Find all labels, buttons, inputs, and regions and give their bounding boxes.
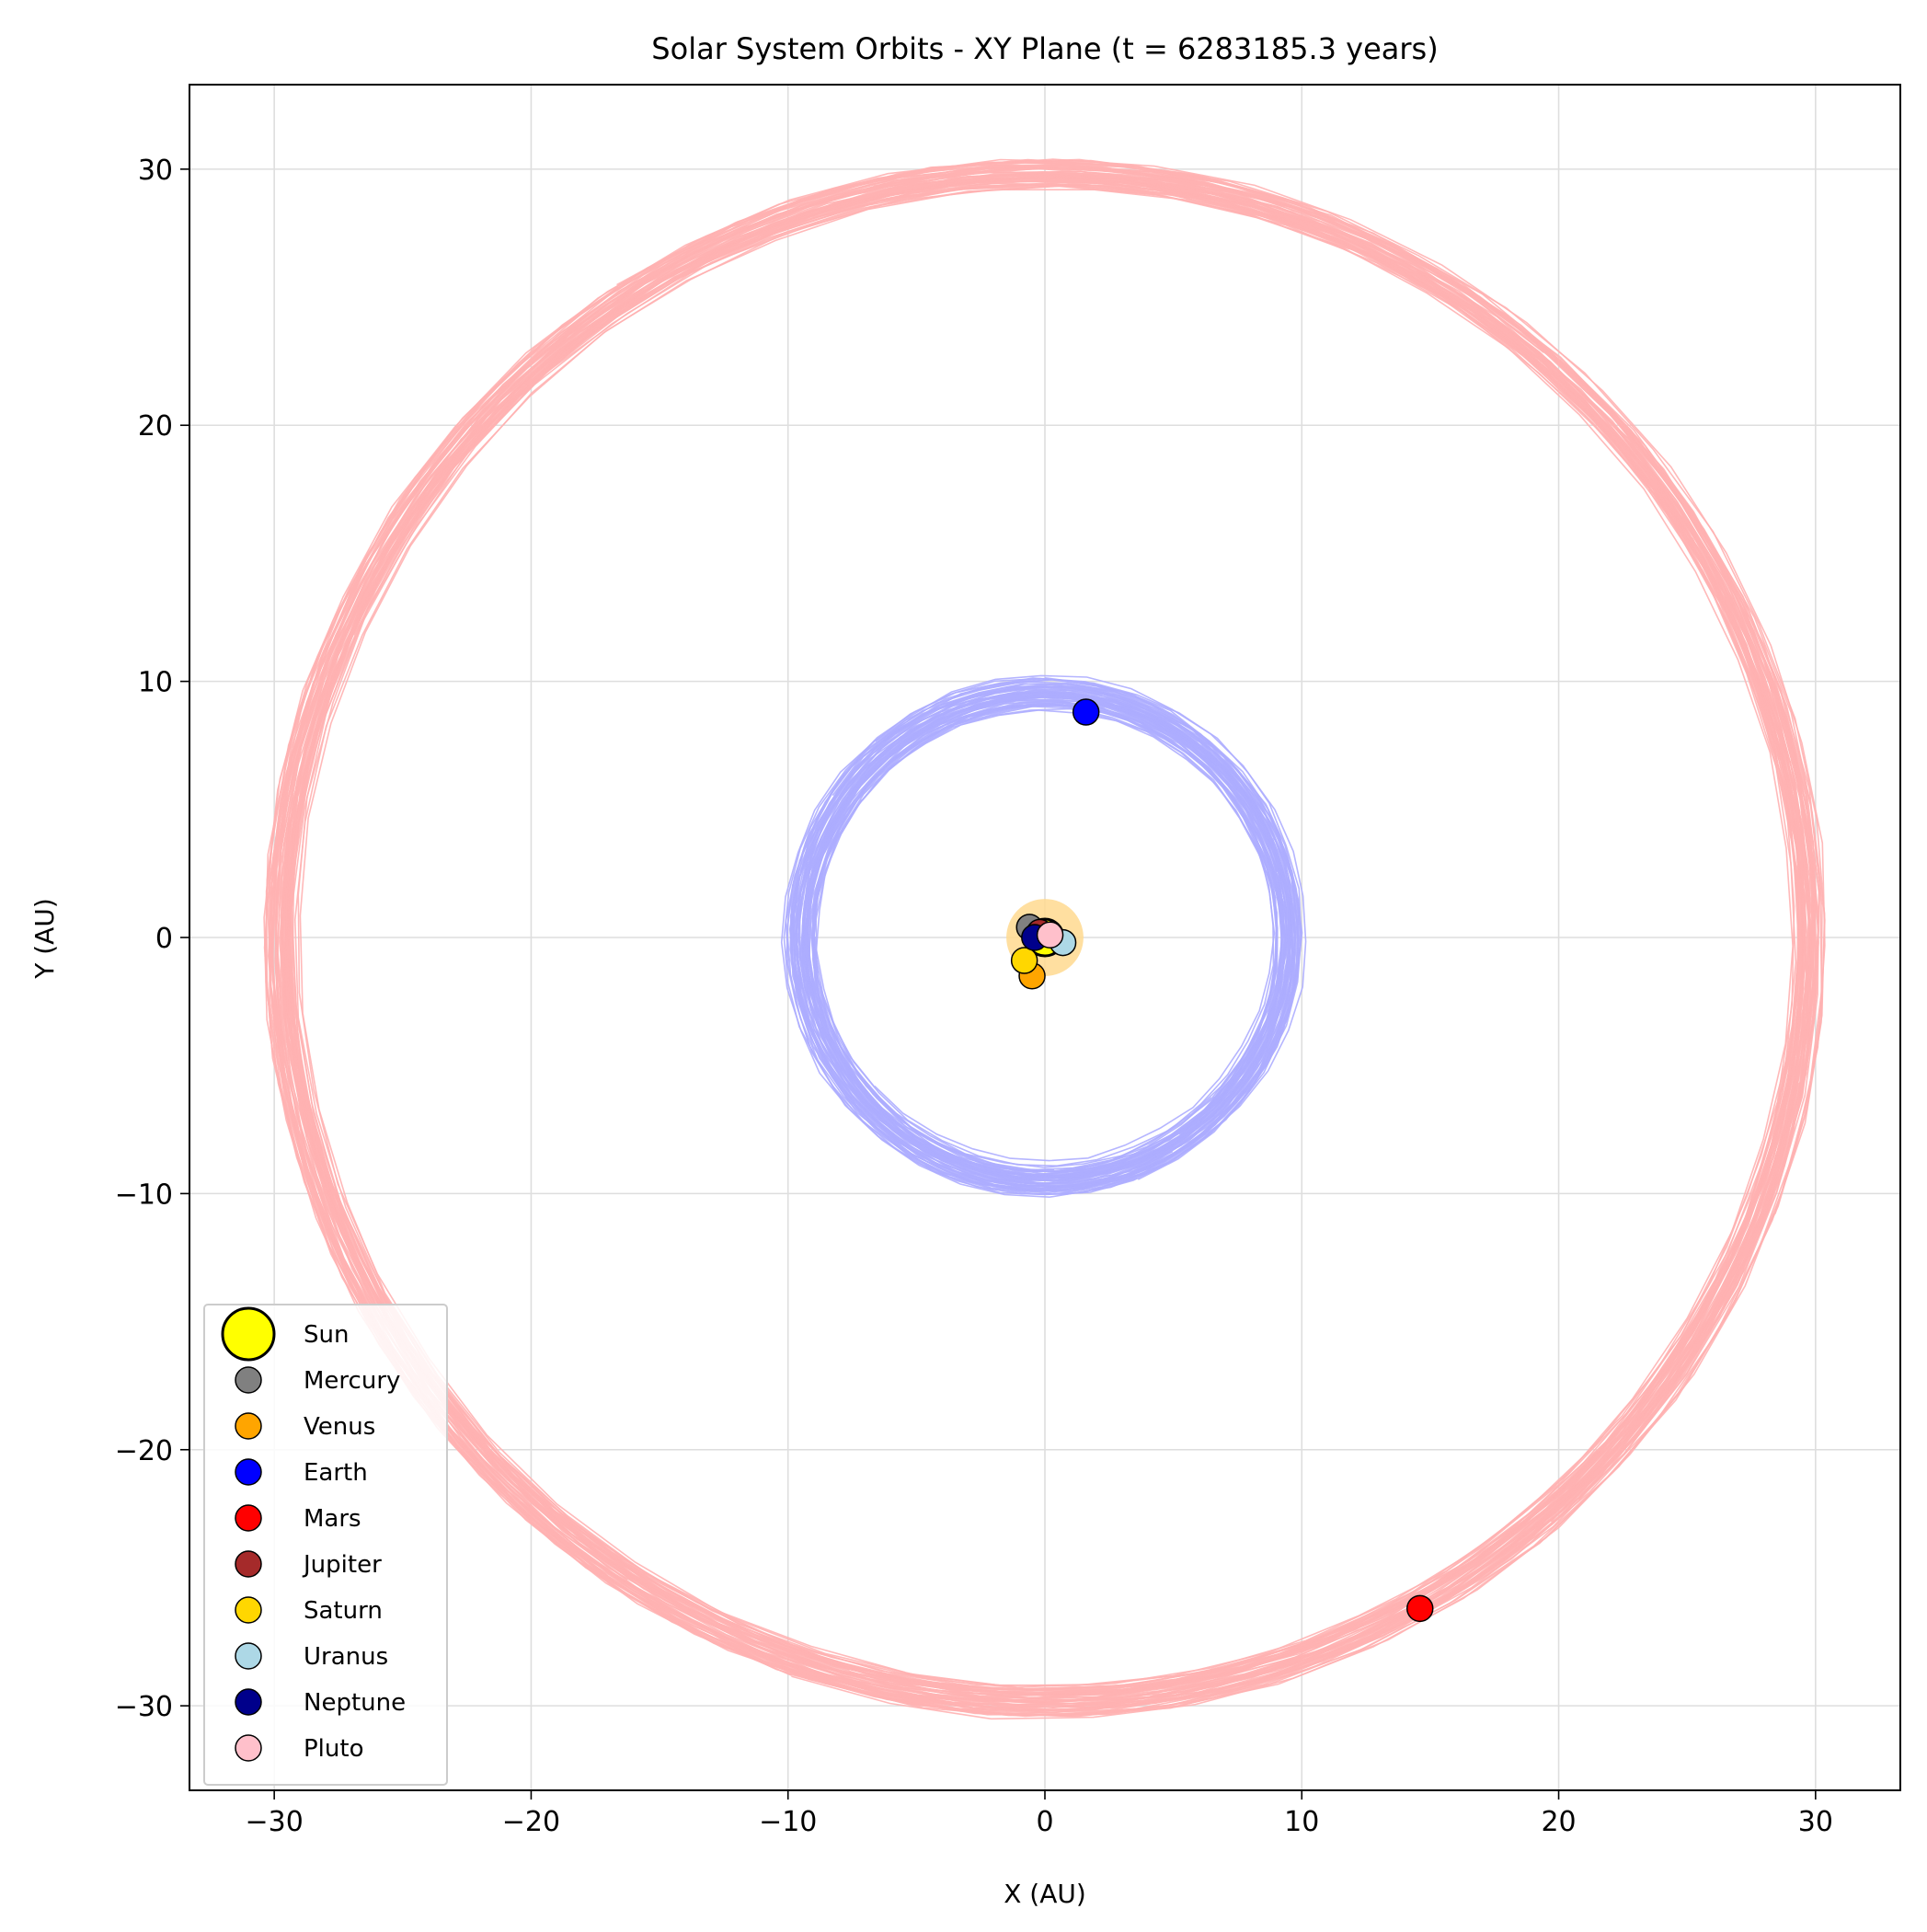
y-tick-label: 30 bbox=[138, 155, 173, 187]
orbit-trail bbox=[265, 158, 1820, 1716]
legend-label-earth: Earth bbox=[304, 1459, 368, 1487]
legend-label-uranus: Uranus bbox=[304, 1643, 388, 1671]
orbit-trail bbox=[801, 695, 1288, 1179]
orbit-trail bbox=[276, 177, 1804, 1707]
y-tick-label: −10 bbox=[115, 1179, 173, 1211]
orbit-trail bbox=[791, 674, 1302, 1187]
orbit-trail bbox=[811, 705, 1279, 1172]
y-tick-label: −20 bbox=[115, 1435, 173, 1467]
axis-ticks: −30 −20 −10 0 10 20 30 −30 −20 −10 0 10 20 30 bbox=[115, 155, 1833, 1838]
x-tick-label: −10 bbox=[759, 1806, 817, 1838]
legend-label-mercury: Mercury bbox=[304, 1367, 400, 1395]
legend-label-jupiter: Jupiter bbox=[302, 1551, 382, 1579]
legend-label-saturn: Saturn bbox=[304, 1597, 383, 1625]
orbit-trail bbox=[800, 692, 1291, 1182]
y-tick-label: 20 bbox=[138, 410, 173, 443]
y-tick-label: −30 bbox=[115, 1691, 173, 1723]
legend: Sun Mercury Venus Earth Mars Jupiter Saturn Ura… bbox=[203, 1304, 448, 1786]
legend-label-mars: Mars bbox=[304, 1505, 361, 1533]
legend-marker-mercury bbox=[235, 1366, 262, 1394]
x-tick-label: −30 bbox=[246, 1806, 304, 1838]
x-tick-label: 30 bbox=[1798, 1806, 1833, 1838]
x-tick-label: −20 bbox=[502, 1806, 560, 1838]
orbit-trail bbox=[785, 687, 1291, 1191]
legend-label-venus: Venus bbox=[304, 1413, 375, 1441]
legend-label-neptune: Neptune bbox=[304, 1689, 406, 1717]
orbit-trail bbox=[280, 173, 1815, 1708]
marker-mars bbox=[1405, 1594, 1434, 1623]
legend-box bbox=[203, 1304, 448, 1786]
marker-pluto bbox=[1036, 921, 1064, 949]
x-tick-label: 20 bbox=[1541, 1806, 1576, 1838]
marker-saturn bbox=[1010, 947, 1038, 974]
orbit-trail bbox=[786, 678, 1302, 1195]
legend-label-sun: Sun bbox=[304, 1321, 349, 1349]
y-tick-label: 0 bbox=[155, 923, 173, 955]
planet-markers bbox=[1010, 698, 1434, 1623]
y-tick-label: 10 bbox=[138, 667, 173, 699]
legend-marker-saturn bbox=[235, 1596, 262, 1624]
legend-marker-uranus bbox=[235, 1642, 262, 1670]
legend-marker-mars bbox=[235, 1504, 262, 1532]
x-tick-label: 0 bbox=[1036, 1806, 1053, 1838]
x-axis-label: X (AU) bbox=[1004, 1879, 1086, 1909]
legend-label-pluto: Pluto bbox=[304, 1735, 363, 1763]
orbit-band-earth bbox=[780, 674, 1307, 1199]
orbit-trail bbox=[792, 684, 1297, 1190]
legend-marker-neptune bbox=[235, 1688, 262, 1716]
orbit-trail bbox=[274, 167, 1826, 1718]
legend-marker-jupiter bbox=[235, 1550, 262, 1578]
x-tick-label: 10 bbox=[1284, 1806, 1319, 1838]
orbit-trail bbox=[803, 696, 1283, 1176]
orbit-trail bbox=[291, 183, 1802, 1695]
y-axis-label: Y (AU) bbox=[29, 898, 60, 980]
orbit-trail bbox=[284, 183, 1807, 1708]
orbit-trail bbox=[795, 693, 1290, 1189]
marker-earth bbox=[1072, 698, 1100, 726]
orbit-trail bbox=[290, 172, 1807, 1691]
legend-marker-venus bbox=[235, 1412, 262, 1440]
orbit-trail bbox=[273, 167, 1817, 1712]
legend-marker-sun bbox=[221, 1306, 276, 1362]
legend-marker-earth bbox=[235, 1458, 262, 1486]
chart-title: Solar System Orbits - XY Plane (t = 6283… bbox=[651, 31, 1438, 66]
legend-marker-pluto bbox=[235, 1734, 262, 1762]
